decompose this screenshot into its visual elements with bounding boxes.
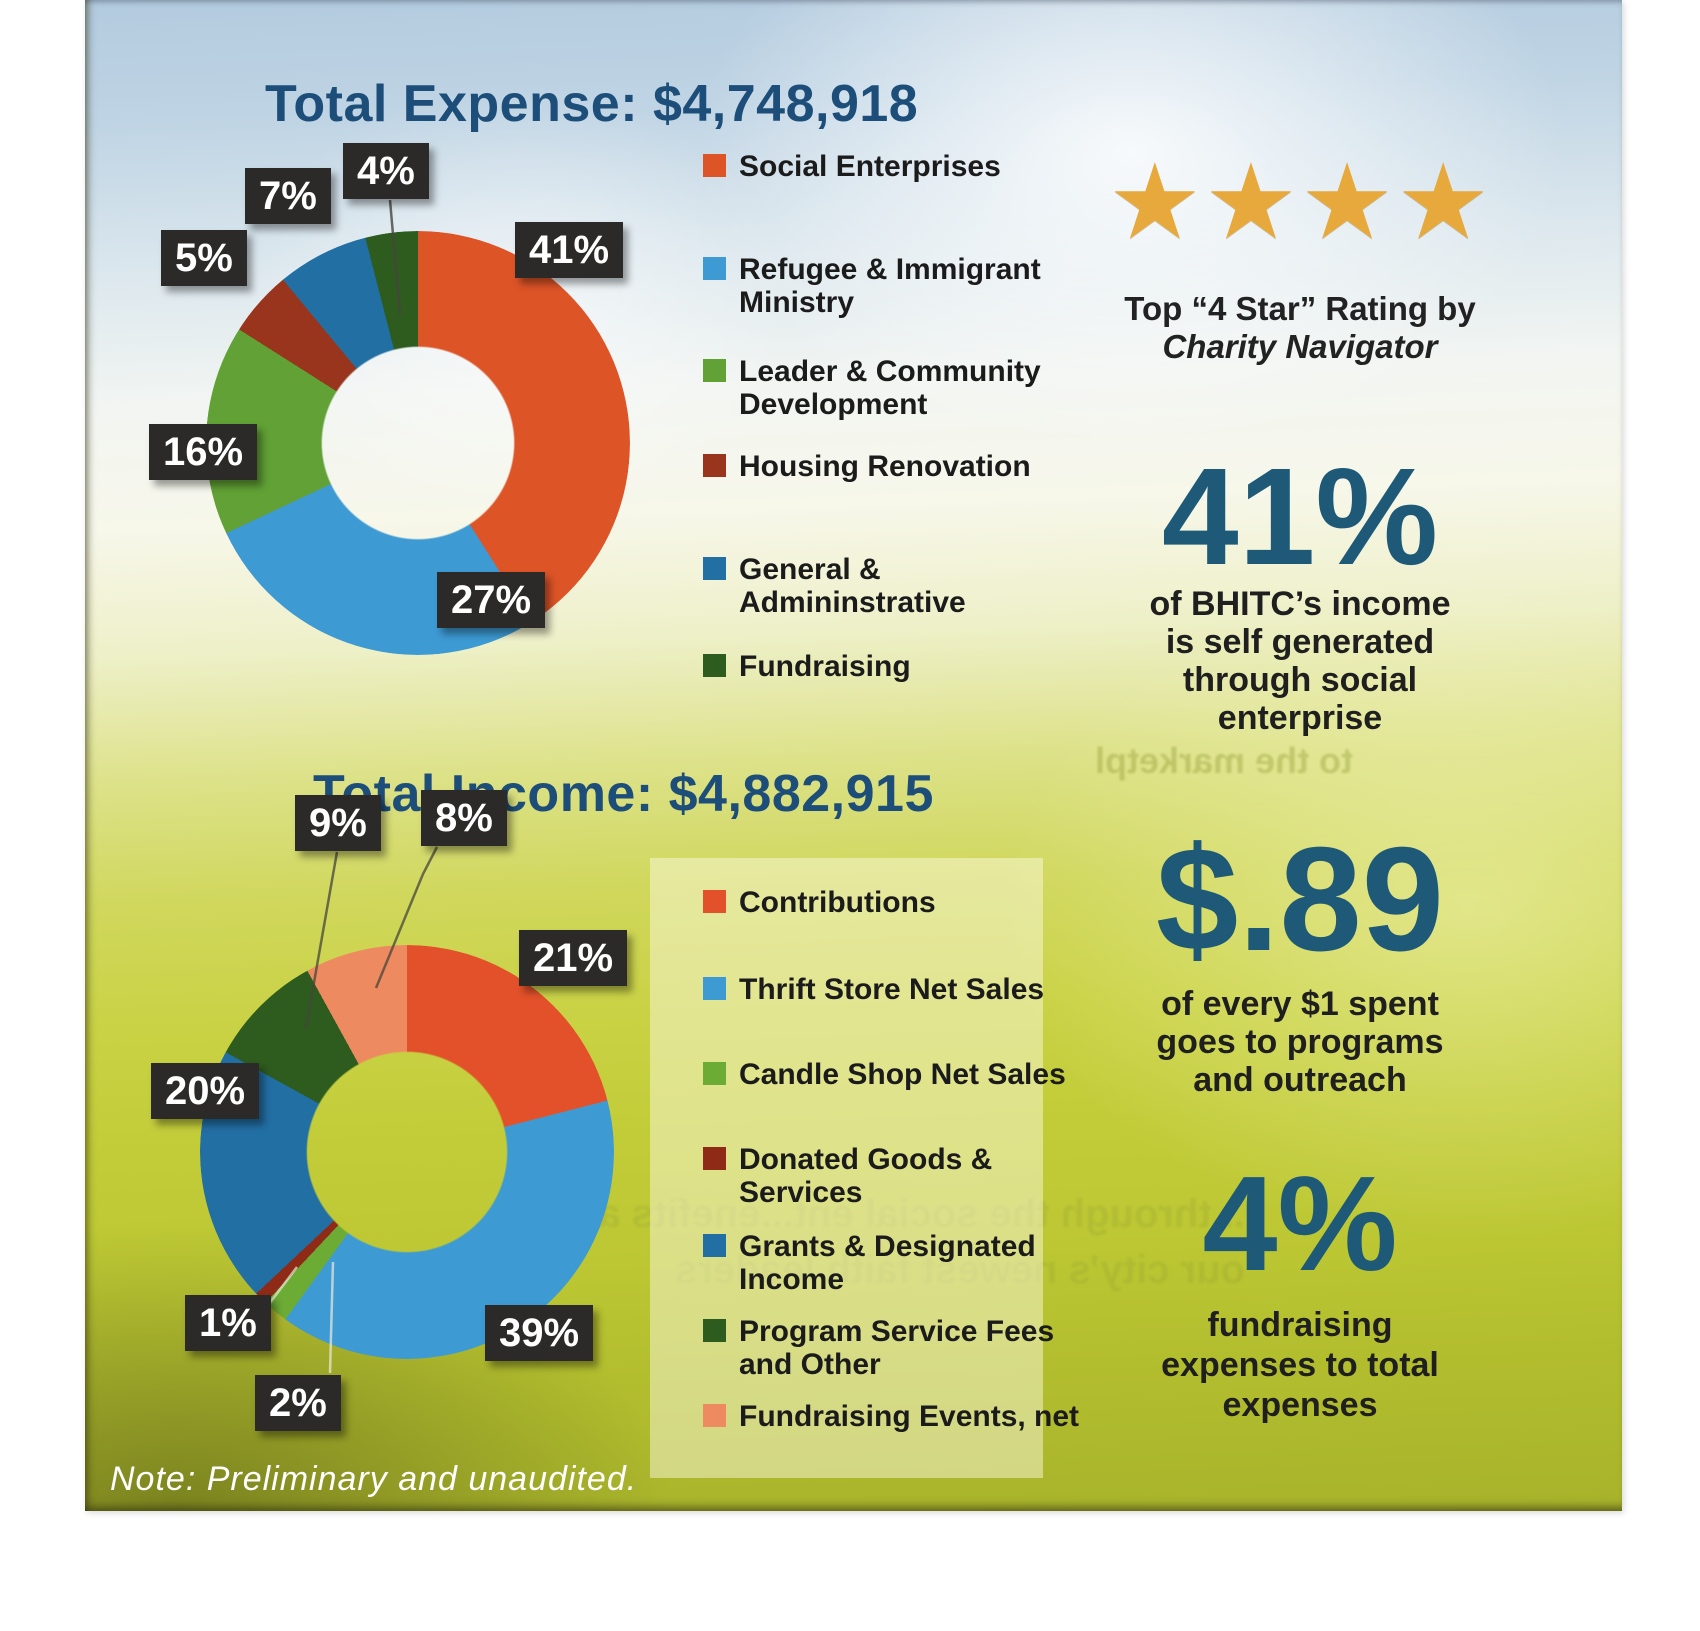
legend-swatch [703, 1404, 726, 1427]
percent-label-chip: 16% [149, 424, 258, 480]
legend-swatch [703, 1319, 726, 1342]
percent-label-chip: 5% [161, 230, 247, 286]
legend-label: Program Service Fees and Other [739, 1315, 1055, 1381]
footnote: Note: Preliminary and unaudited. [110, 1460, 638, 1498]
stat-value-programs-per-dollar: $.89 [1155, 817, 1445, 982]
legend-swatch [703, 1147, 726, 1170]
infographic-card: to the marketpl ...through the social en… [85, 0, 1622, 1511]
stat-value-fundraising-ratio: 4% [1202, 1148, 1398, 1299]
rating-caption-line1: Top “4 Star” Rating by [1124, 290, 1476, 327]
percent-label-chip: 39% [485, 1305, 594, 1361]
percent-label-chip: 4% [343, 143, 429, 199]
legend-item: Leader & Community Development [703, 355, 1123, 421]
percent-label-chip: 1% [185, 1295, 271, 1351]
star-rating-icons: ★★★★ [1107, 144, 1493, 261]
legend-swatch [703, 977, 726, 1000]
percent-label-chip: 9% [295, 795, 381, 851]
legend-item: Program Service Fees and Other [703, 1315, 1123, 1381]
percent-label-chip: 8% [421, 790, 507, 846]
legend-swatch [703, 1062, 726, 1085]
legend-label: Candle Shop Net Sales [739, 1058, 1066, 1091]
legend-item: Housing Renovation [703, 450, 1123, 483]
legend-item: Refugee & Immigrant Ministry [703, 253, 1123, 319]
stat-caption-programs-per-dollar: of every $1 spent goes to programs and o… [1156, 985, 1444, 1099]
legend-item: Social Enterprises [703, 150, 1123, 183]
legend-item: Fundraising Events, net [703, 1400, 1123, 1433]
legend-item: Grants & Designated Income [703, 1230, 1123, 1296]
legend-item: Fundraising [703, 650, 1123, 683]
rating-caption-line2: Charity Navigator [1162, 328, 1438, 365]
legend-label: General & Admininstrative [739, 553, 966, 619]
stat-caption-fundraising-ratio: fundraising expenses to total expenses [1161, 1306, 1439, 1424]
legend-label: Social Enterprises [739, 150, 1001, 183]
percent-label-chip: 2% [255, 1375, 341, 1431]
legend-label: Donated Goods & Services [739, 1143, 993, 1209]
stat-value-income-self-generated: 41% [1161, 440, 1439, 594]
legend-swatch [703, 154, 726, 177]
legend-swatch [703, 359, 726, 382]
legend-label: Fundraising [739, 650, 911, 683]
legend-label: Thrift Store Net Sales [739, 973, 1045, 1006]
percent-label-chip: 27% [437, 572, 546, 628]
percent-label-chip: 21% [519, 930, 628, 986]
percent-label-chip: 41% [515, 222, 624, 278]
expense-title: Total Expense: $4,748,918 [265, 75, 919, 133]
legend-label: Grants & Designated Income [739, 1230, 1036, 1296]
ghost-bleed-text: to the marketpl [1095, 740, 1354, 781]
stat-caption-income-self-generated: of BHITC’s income is self generated thro… [1149, 585, 1451, 737]
legend-label: Housing Renovation [739, 450, 1031, 483]
percent-label-chip: 7% [245, 168, 331, 224]
legend-label: Fundraising Events, net [739, 1400, 1080, 1433]
legend-swatch [703, 454, 726, 477]
legend-item: General & Admininstrative [703, 553, 1123, 619]
legend-item: Thrift Store Net Sales [703, 973, 1123, 1006]
legend-swatch [703, 557, 726, 580]
legend-label: Contributions [739, 886, 936, 919]
legend-item: Donated Goods & Services [703, 1143, 1123, 1209]
legend-swatch [703, 654, 726, 677]
expense-donut-chart [206, 231, 630, 655]
percent-label-chip: 20% [151, 1063, 260, 1119]
income-title: Total Income: $4,882,915 [313, 765, 934, 823]
legend-swatch [703, 890, 726, 913]
legend-label: Refugee & Immigrant Ministry [739, 253, 1041, 319]
legend-item: Contributions [703, 886, 1123, 919]
legend-label: Leader & Community Development [739, 355, 1041, 421]
legend-swatch [703, 1234, 726, 1257]
legend-item: Candle Shop Net Sales [703, 1058, 1123, 1091]
legend-swatch [703, 257, 726, 280]
